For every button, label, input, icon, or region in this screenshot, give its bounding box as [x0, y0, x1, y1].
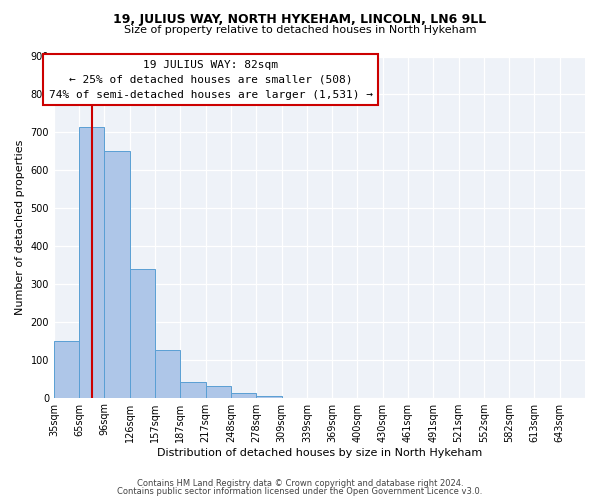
Bar: [130, 268, 155, 398]
Bar: [256, 396, 281, 398]
Text: Contains public sector information licensed under the Open Government Licence v3: Contains public sector information licen…: [118, 487, 482, 496]
Text: Size of property relative to detached houses in North Hykeham: Size of property relative to detached ho…: [124, 25, 476, 35]
Text: 19, JULIUS WAY, NORTH HYKEHAM, LINCOLN, LN6 9LL: 19, JULIUS WAY, NORTH HYKEHAM, LINCOLN, …: [113, 12, 487, 26]
Bar: [181, 382, 206, 398]
Bar: [54, 340, 79, 398]
Bar: [104, 151, 130, 398]
Bar: [206, 386, 231, 398]
X-axis label: Distribution of detached houses by size in North Hykeham: Distribution of detached houses by size …: [157, 448, 482, 458]
Bar: [79, 126, 104, 398]
Text: 19 JULIUS WAY: 82sqm
← 25% of detached houses are smaller (508)
74% of semi-deta: 19 JULIUS WAY: 82sqm ← 25% of detached h…: [49, 60, 373, 100]
Bar: [155, 350, 181, 398]
Bar: [231, 392, 256, 398]
Text: Contains HM Land Registry data © Crown copyright and database right 2024.: Contains HM Land Registry data © Crown c…: [137, 478, 463, 488]
Y-axis label: Number of detached properties: Number of detached properties: [15, 140, 25, 314]
